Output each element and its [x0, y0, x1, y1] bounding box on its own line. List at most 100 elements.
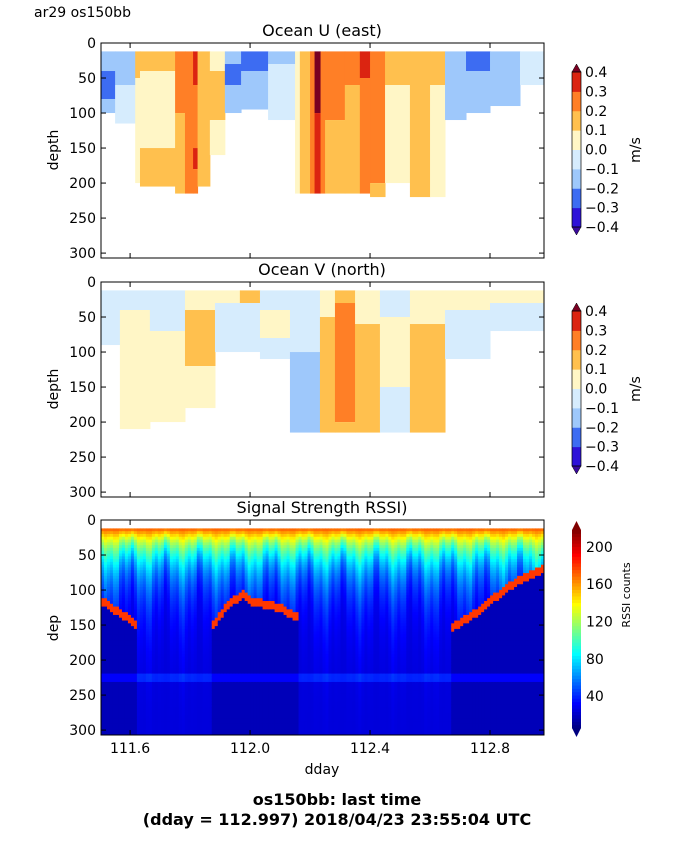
- heatmap-cell: [101, 547, 105, 552]
- heatmap-cell: [223, 690, 228, 694]
- heatmap-cell: [121, 556, 126, 560]
- heatmap-cell: [115, 570, 120, 574]
- heatmap-cell: [154, 564, 159, 568]
- heatmap-cell: [289, 665, 294, 669]
- heatmap-cell: [202, 637, 207, 641]
- heatmap-cell: [292, 693, 297, 697]
- heatmap-cell: [136, 701, 141, 705]
- heatmap-cell: [193, 679, 198, 683]
- heatmap-cell: [157, 617, 162, 622]
- heatmap-cell: [193, 662, 198, 666]
- heatmap-cell: [148, 589, 153, 594]
- heatmap-cell: [118, 654, 123, 658]
- heatmap-cell: [262, 662, 267, 666]
- heatmap-cell: [175, 550, 180, 555]
- heatmap-cell: [109, 676, 114, 680]
- colorbar-swatch: [572, 407, 581, 428]
- heatmap-cell: [163, 729, 168, 733]
- heatmap-cell: [187, 570, 192, 574]
- heatmap-cell: [226, 656, 231, 661]
- heatmap-cell: [145, 690, 150, 694]
- heatmap-cell: [280, 648, 285, 652]
- heatmap-cell: [106, 536, 111, 541]
- heatmap-cell: [247, 617, 252, 622]
- heatmap-cell: [214, 570, 219, 574]
- heatmap-cell: [202, 670, 207, 675]
- heatmap-cell: [214, 578, 219, 582]
- heatmap-cell: [109, 589, 114, 594]
- heatmap-cell: [274, 698, 279, 702]
- heatmap-cell: [196, 642, 201, 647]
- heatmap-cell: [127, 628, 132, 633]
- heatmap-cell: [235, 642, 240, 647]
- heatmap-cell: [229, 539, 234, 543]
- heatmap-cell: [268, 589, 273, 594]
- heatmap-cell: [229, 564, 234, 568]
- heatmap-cell: [136, 614, 141, 619]
- heatmap-cell: [175, 575, 180, 580]
- heatmap-cell: [274, 721, 279, 725]
- heatmap-cell: [289, 679, 294, 683]
- heatmap-cell: [274, 573, 279, 577]
- heatmap-cell: [109, 606, 114, 610]
- heatmap-cell: [250, 603, 255, 608]
- heatmap-cell: [157, 587, 162, 591]
- heatmap-cell: [280, 570, 285, 574]
- heatmap-cell: [223, 595, 228, 599]
- heatmap-cell: [133, 698, 138, 702]
- heatmap-cell: [160, 670, 165, 675]
- ytick-label: 200: [69, 415, 96, 431]
- heatmap-cell: [253, 667, 258, 672]
- heatmap-cell: [139, 648, 144, 652]
- heatmap-cell: [223, 687, 228, 691]
- heatmap-cell: [196, 545, 201, 549]
- heatmap-cell: [130, 662, 135, 666]
- heatmap-cell: [238, 640, 243, 644]
- heatmap-cell: [265, 707, 270, 711]
- heatmap-cell: [124, 712, 129, 716]
- heatmap-cell: [121, 659, 126, 663]
- heatmap-cell: [292, 634, 297, 638]
- heatmap-cell: [101, 575, 105, 580]
- ytick-label: 250: [69, 211, 96, 227]
- heatmap-cell: [101, 536, 105, 541]
- heatmap-cell: [202, 542, 207, 546]
- heatmap-cell: [256, 690, 261, 694]
- heatmap-cell: [253, 726, 258, 730]
- heatmap-cell: [148, 531, 153, 535]
- heatmap-cell: [229, 732, 234, 736]
- heatmap-cell: [175, 693, 180, 697]
- heatmap-cell: [238, 575, 243, 580]
- heatmap-cell: [286, 715, 291, 719]
- heatmap-cell: [271, 695, 276, 700]
- heatmap-cell: [148, 701, 153, 705]
- heatmap-cell: [244, 603, 249, 608]
- heatmap-cell: [202, 598, 207, 602]
- heatmap-cell: [244, 533, 249, 538]
- heatmap-cell: [211, 626, 216, 630]
- heatmap-cell: [271, 704, 276, 708]
- heatmap-cell: [214, 667, 219, 672]
- heatmap-cell: [163, 559, 168, 563]
- heatmap-cell: [172, 606, 177, 610]
- heatmap-cell: [223, 715, 228, 719]
- heatmap-cell: [115, 553, 120, 557]
- heatmap-cell: [193, 614, 198, 619]
- heatmap-panel-2: [101, 528, 545, 736]
- heatmap-cell: [121, 545, 126, 549]
- heatmap-cell: [127, 592, 132, 596]
- heatmap-cell: [190, 726, 195, 730]
- heatmap-cell: [229, 726, 234, 730]
- heatmap-cell: [175, 648, 180, 652]
- heatmap-cell: [130, 715, 135, 719]
- heatmap-cell: [268, 687, 273, 691]
- heatmap-cell: [205, 718, 210, 722]
- heatmap-cell: [127, 561, 132, 566]
- heatmap-cell: [253, 589, 258, 594]
- heatmap-cell: [142, 684, 147, 689]
- heatmap-cell: [154, 553, 159, 557]
- heatmap-cell: [118, 726, 123, 730]
- heatmap-cell: [106, 595, 111, 599]
- heatmap-cell: [217, 676, 222, 680]
- heatmap-cell: [250, 626, 255, 630]
